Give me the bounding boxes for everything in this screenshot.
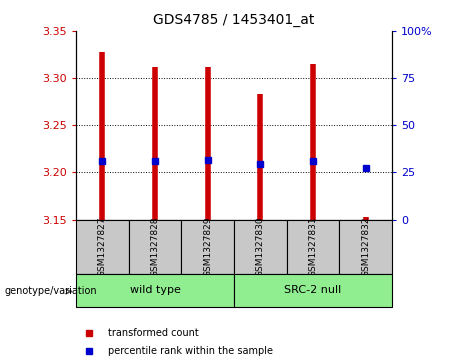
Text: GSM1327830: GSM1327830 <box>256 216 265 277</box>
Bar <box>76 220 129 274</box>
Bar <box>129 220 181 274</box>
Text: genotype/variation: genotype/variation <box>5 286 97 297</box>
Text: GSM1327829: GSM1327829 <box>203 217 212 277</box>
Bar <box>339 220 392 274</box>
Text: GSM1327831: GSM1327831 <box>308 216 318 277</box>
Bar <box>181 220 234 274</box>
Bar <box>234 274 392 307</box>
Bar <box>234 220 287 274</box>
Text: percentile rank within the sample: percentile rank within the sample <box>107 346 272 356</box>
Text: GSM1327832: GSM1327832 <box>361 217 370 277</box>
Title: GDS4785 / 1453401_at: GDS4785 / 1453401_at <box>153 13 315 27</box>
Text: GSM1327828: GSM1327828 <box>150 217 160 277</box>
Text: GSM1327827: GSM1327827 <box>98 217 107 277</box>
Bar <box>76 274 234 307</box>
Text: SRC-2 null: SRC-2 null <box>284 285 342 295</box>
Text: transformed count: transformed count <box>107 328 198 338</box>
Bar <box>287 220 339 274</box>
Text: wild type: wild type <box>130 285 180 295</box>
